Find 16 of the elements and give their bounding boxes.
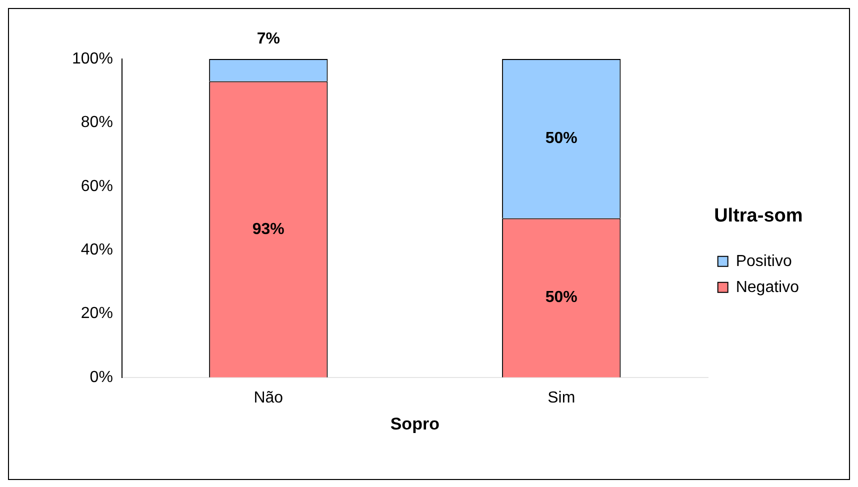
y-tick-label: 100% — [72, 50, 113, 68]
data-label: 7% — [256, 30, 280, 48]
data-label: 93% — [252, 220, 284, 238]
x-tick-label: Não — [254, 389, 284, 406]
y-tick-label: 80% — [80, 114, 113, 132]
legend-label: Negativo — [736, 278, 800, 296]
data-label: 50% — [545, 289, 578, 306]
y-tick-label: 40% — [80, 241, 113, 258]
y-tick-label: 60% — [80, 178, 113, 195]
legend-title: Ultra-som — [714, 205, 803, 226]
legend-label: Positivo — [736, 252, 792, 270]
y-tick-label: 0% — [90, 368, 113, 386]
data-label: 50% — [545, 130, 578, 148]
y-tick-label: 20% — [80, 305, 113, 322]
x-tick-label: Sim — [548, 389, 576, 406]
x-axis-title: Sopro — [390, 414, 440, 434]
